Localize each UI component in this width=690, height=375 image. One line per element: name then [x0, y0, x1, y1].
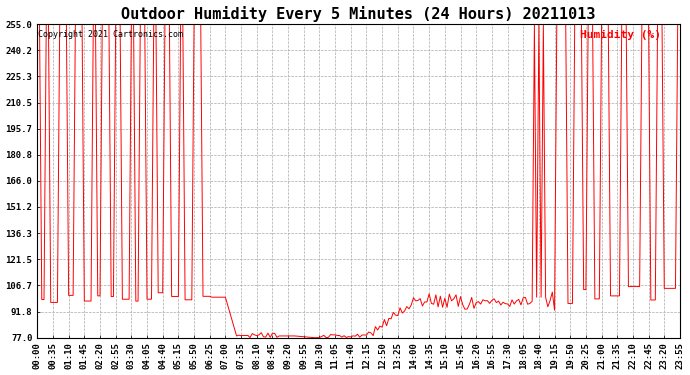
- Text: Humidity (%): Humidity (%): [580, 30, 660, 40]
- Text: Copyright 2021 Cartronics.com: Copyright 2021 Cartronics.com: [38, 30, 183, 39]
- Title: Outdoor Humidity Every 5 Minutes (24 Hours) 20211013: Outdoor Humidity Every 5 Minutes (24 Hou…: [121, 6, 596, 21]
